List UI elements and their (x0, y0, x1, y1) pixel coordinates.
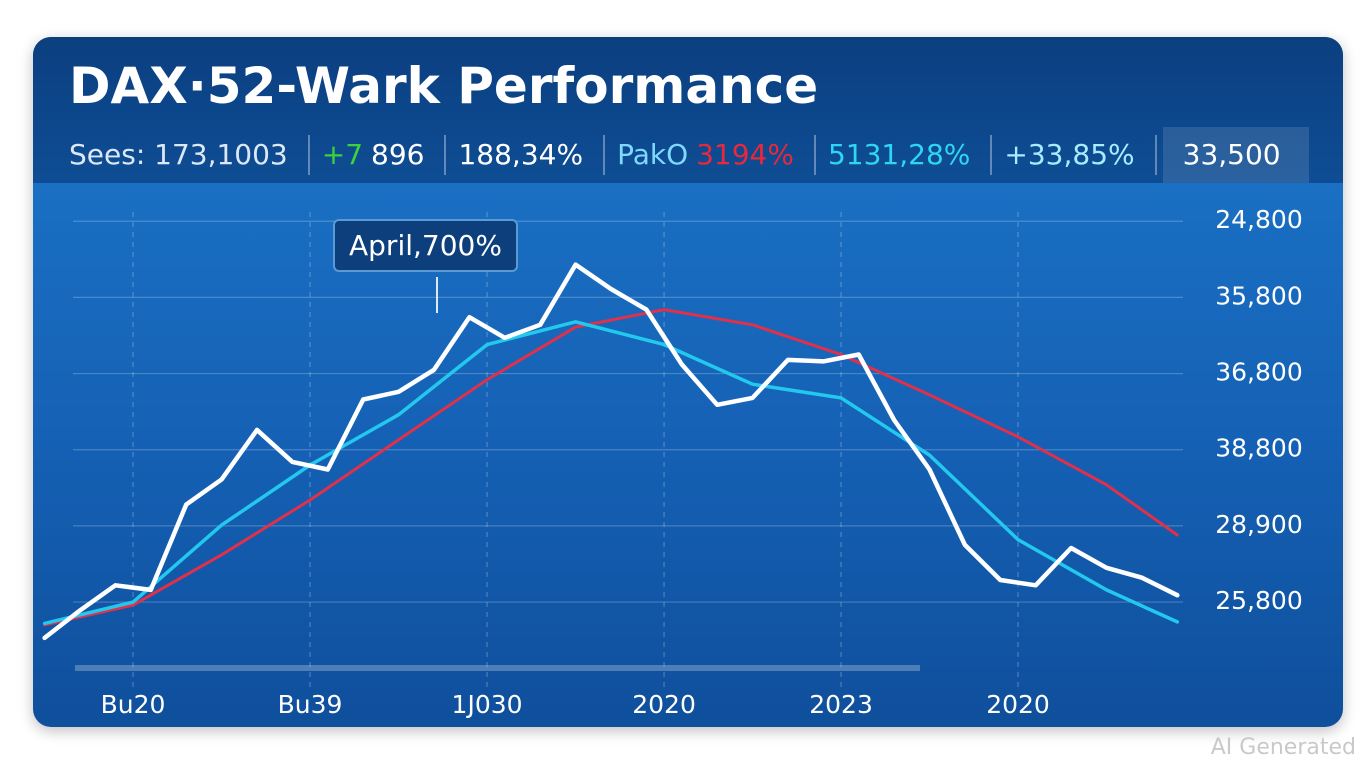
y-tick-label: 38,800 (1215, 434, 1302, 463)
y-tick-label: 35,800 (1215, 281, 1302, 310)
x-tick-label: 2020 (986, 690, 1050, 719)
stat: 188,34% (446, 135, 606, 175)
watermark: AI Generated (1210, 735, 1356, 760)
card: 24,800 35,800 36,800 38,800 28,900 25,800 Bu20… (33, 37, 1343, 727)
y-tick-label: 28,900 (1215, 510, 1302, 539)
stat-text: +33,85% (1004, 138, 1135, 171)
stat-text: 188,34% (458, 138, 584, 171)
stat-text: PakO (617, 138, 689, 171)
y-tick-label: 25,800 (1215, 586, 1302, 615)
x-tick-label: Bu20 (101, 690, 166, 719)
x-tick-label: 1J030 (452, 690, 523, 719)
stat: Sees: 173,1003 (57, 135, 310, 175)
chart-title: DAX·52-Wark Performance (69, 57, 819, 115)
annotation: April,700% (333, 219, 518, 272)
stats-row: Sees: 173,1003 +7 896 188,34% PakO 3194% 5131,… (57, 127, 1309, 183)
stat: 5131,28% (816, 135, 993, 175)
line-series (42, 262, 1180, 641)
stat-text: Sees: 173,1003 (69, 138, 288, 171)
stat-text: +7 (321, 138, 364, 171)
stat-text: 896 (371, 138, 425, 171)
stat-text: 3194% (696, 138, 794, 171)
y-tick-label: 36,800 (1215, 358, 1302, 387)
stat: +33,85% (992, 135, 1157, 175)
stat: PakO 3194% (605, 135, 816, 175)
line-series (43, 308, 1179, 627)
stat-text: 5131,28% (827, 138, 971, 171)
stat-text: 33,500 (1182, 138, 1281, 171)
y-tick-label: 24,800 (1215, 205, 1302, 234)
x-tick-label: 2020 (632, 690, 696, 719)
header: DAX·52-Wark Performance Sees: 173,1003 +7… (33, 37, 1343, 183)
stat: 33,500 (1162, 127, 1309, 183)
line-series (42, 320, 1180, 626)
x-tick-label: Bu39 (278, 690, 343, 719)
x-tick-label: 2023 (809, 690, 873, 719)
stat: +7 896 (310, 135, 447, 175)
x-axis-bar (75, 665, 920, 671)
chart: 24,800 35,800 36,800 38,800 28,900 25,800 Bu20… (42, 205, 1303, 719)
